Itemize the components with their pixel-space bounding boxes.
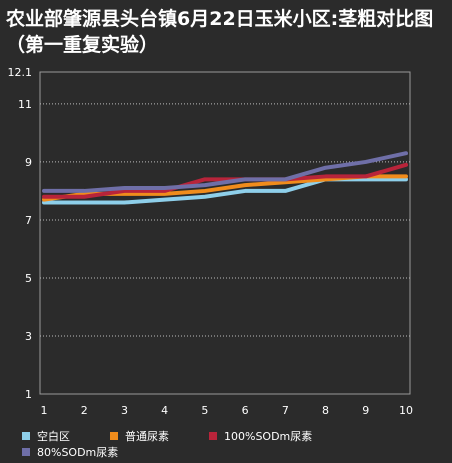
x-tick-label: 10 — [399, 404, 413, 417]
x-tick-label: 4 — [161, 404, 168, 417]
legend-swatch — [22, 448, 30, 456]
gridlines — [40, 103, 410, 337]
x-tick-label: 3 — [121, 404, 128, 417]
series-line-3 — [42, 162, 408, 199]
y-tick-label: 7 — [25, 214, 32, 227]
y-tick-label: 12.1 — [8, 66, 33, 79]
x-tick-label: 8 — [322, 404, 329, 417]
chart-title: 农业部肇源县头台镇6月22日玉米小区:茎粗对比图（第一重复实验） — [6, 8, 434, 56]
y-tick-label: 1 — [25, 388, 32, 401]
legend-label: 空白区 — [37, 430, 70, 443]
legend-item-normal-urea: 普通尿素 — [110, 428, 169, 444]
plot-area — [39, 71, 411, 395]
legend-swatch — [110, 432, 118, 440]
legend-swatch — [22, 432, 30, 440]
x-tick-label: 1 — [41, 404, 48, 417]
x-tick-label: 9 — [362, 404, 369, 417]
legend-label: 普通尿素 — [125, 430, 169, 443]
legend-item-80-sodm: 80%SODm尿素 — [22, 444, 118, 460]
legend-label: 100%SODm尿素 — [224, 430, 313, 443]
y-axis-ticks: 1 3 5 7 9 11 12.1 — [8, 66, 33, 401]
x-tick-label: 7 — [282, 404, 289, 417]
legend-label: 80%SODm尿素 — [37, 446, 119, 459]
series-lines — [42, 151, 408, 205]
series-line-4 — [42, 151, 408, 193]
y-tick-label: 3 — [25, 330, 32, 343]
legend-item-100-sodm: 100%SODm尿素 — [209, 428, 312, 444]
y-tick-label: 5 — [25, 272, 32, 285]
x-tick-label: 5 — [201, 404, 208, 417]
x-tick-label: 2 — [81, 404, 88, 417]
x-tick-label: 6 — [242, 404, 249, 417]
legend-swatch — [209, 432, 217, 440]
x-axis-ticks: 1 2 3 4 5 6 7 8 9 10 — [41, 404, 414, 417]
y-tick-label: 9 — [25, 156, 32, 169]
legend-item-blank: 空白区 — [22, 428, 70, 444]
y-tick-label: 11 — [18, 98, 32, 111]
